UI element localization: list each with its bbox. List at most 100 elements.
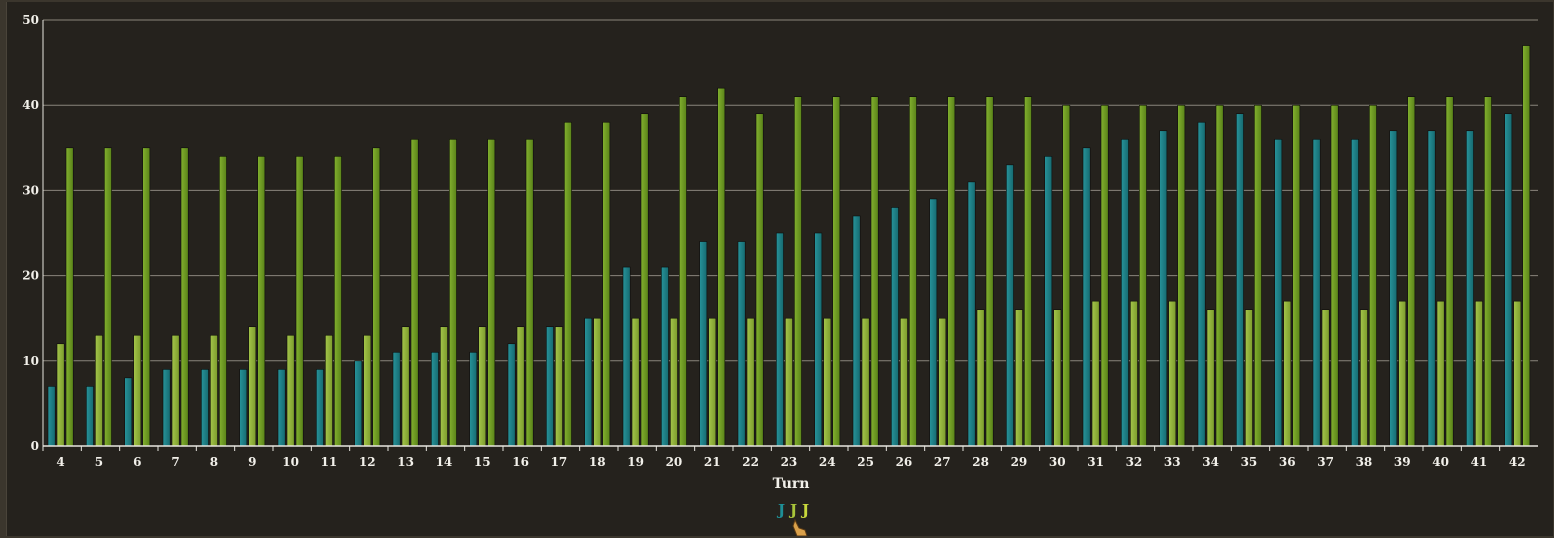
legend-marker[interactable]: J — [800, 501, 809, 519]
bar — [746, 317, 755, 447]
hand-cursor-icon — [792, 518, 808, 536]
y-tick-label: 30 — [22, 183, 39, 197]
bar — [546, 326, 554, 447]
bar — [1274, 138, 1283, 447]
bar — [1330, 104, 1339, 447]
x-tick-label: 25 — [857, 455, 874, 469]
bar — [525, 138, 534, 447]
bar — [640, 113, 649, 447]
bar — [976, 309, 985, 447]
bar — [1475, 300, 1483, 447]
x-tick-label: 5 — [95, 455, 103, 469]
bar — [1053, 309, 1062, 447]
x-tick-label: 29 — [1011, 455, 1028, 469]
bar — [708, 317, 717, 447]
x-tick-label: 32 — [1126, 455, 1143, 469]
bar — [248, 326, 257, 447]
bar — [124, 377, 133, 447]
bar — [555, 326, 563, 447]
bar — [401, 326, 410, 447]
bar — [584, 317, 593, 447]
bar — [1427, 130, 1436, 447]
bar — [1254, 104, 1262, 447]
x-tick-label: 8 — [210, 455, 218, 469]
bar — [47, 386, 56, 447]
legend-marker[interactable]: J — [776, 501, 785, 519]
bar — [1351, 138, 1359, 447]
bar — [1091, 300, 1100, 447]
y-axis: 0 10 20 30 40 50 — [22, 13, 44, 453]
x-tick-label: 30 — [1049, 455, 1066, 469]
bar — [1215, 104, 1224, 447]
x-tick-label: 39 — [1394, 455, 1411, 469]
bar — [785, 317, 793, 447]
x-tick-label: 38 — [1356, 455, 1373, 469]
bar — [410, 138, 419, 447]
y-tick-label: 0 — [31, 439, 39, 453]
bar — [1015, 309, 1023, 447]
x-tick-label: 33 — [1164, 455, 1181, 469]
bar — [1159, 130, 1168, 447]
legend-marker[interactable]: J — [788, 501, 797, 519]
bar — [219, 156, 227, 447]
bar — [257, 156, 266, 447]
bar — [1139, 104, 1147, 447]
bar-chart: 0 10 20 30 40 50 4 5 6 7 8 9 10 11 12 13 14 15 16 17 18 19 20… — [22, 13, 1538, 536]
bar — [104, 147, 112, 447]
bar — [776, 232, 784, 447]
bar — [891, 207, 899, 447]
x-tick-label: 42 — [1509, 455, 1526, 469]
bar — [1360, 309, 1368, 447]
bar — [142, 147, 151, 447]
x-tick-label: 20 — [666, 455, 683, 469]
bar — [661, 266, 669, 447]
bar — [1312, 138, 1321, 447]
bar — [699, 241, 708, 447]
bar — [277, 369, 286, 447]
x-tick-label: 14 — [436, 455, 453, 469]
bar — [1484, 96, 1492, 447]
x-tick-label: 27 — [934, 455, 951, 469]
bar — [1321, 309, 1330, 447]
x-tick-label: 9 — [248, 455, 256, 469]
x-axis: 4 5 6 7 8 9 10 11 12 13 14 15 16 17 18 19 20 21 22 23 24 25 26… — [42, 445, 1538, 469]
bar — [670, 317, 678, 447]
bar — [631, 317, 640, 447]
bar — [354, 360, 363, 447]
bar — [86, 386, 94, 447]
bar — [487, 138, 496, 447]
bar — [372, 147, 381, 447]
bar — [1369, 104, 1377, 447]
bar — [392, 351, 401, 447]
bar — [794, 96, 802, 447]
bar — [1006, 164, 1014, 447]
bar — [602, 121, 611, 447]
x-tick-label: 15 — [474, 455, 491, 469]
bar — [832, 96, 841, 447]
bar — [1062, 104, 1071, 447]
bar — [1082, 147, 1091, 447]
bar — [564, 121, 572, 447]
bar — [929, 198, 938, 447]
bar — [1245, 309, 1253, 447]
bar — [909, 96, 917, 447]
bar — [861, 317, 870, 447]
bar — [852, 215, 861, 447]
bar — [295, 156, 304, 447]
bar — [440, 326, 448, 447]
bar — [870, 96, 879, 447]
bar — [180, 147, 189, 447]
bar — [316, 369, 324, 447]
x-tick-label: 24 — [819, 455, 836, 469]
x-tick-label: 21 — [704, 455, 721, 469]
x-tick-label: 10 — [282, 455, 299, 469]
bar — [1168, 300, 1177, 447]
bar — [1024, 96, 1032, 447]
bar — [985, 96, 994, 447]
bar — [1130, 300, 1138, 447]
bar — [1436, 300, 1445, 447]
y-tick-label: 50 — [22, 13, 39, 27]
bar — [737, 241, 746, 447]
x-tick-label: 35 — [1241, 455, 1258, 469]
